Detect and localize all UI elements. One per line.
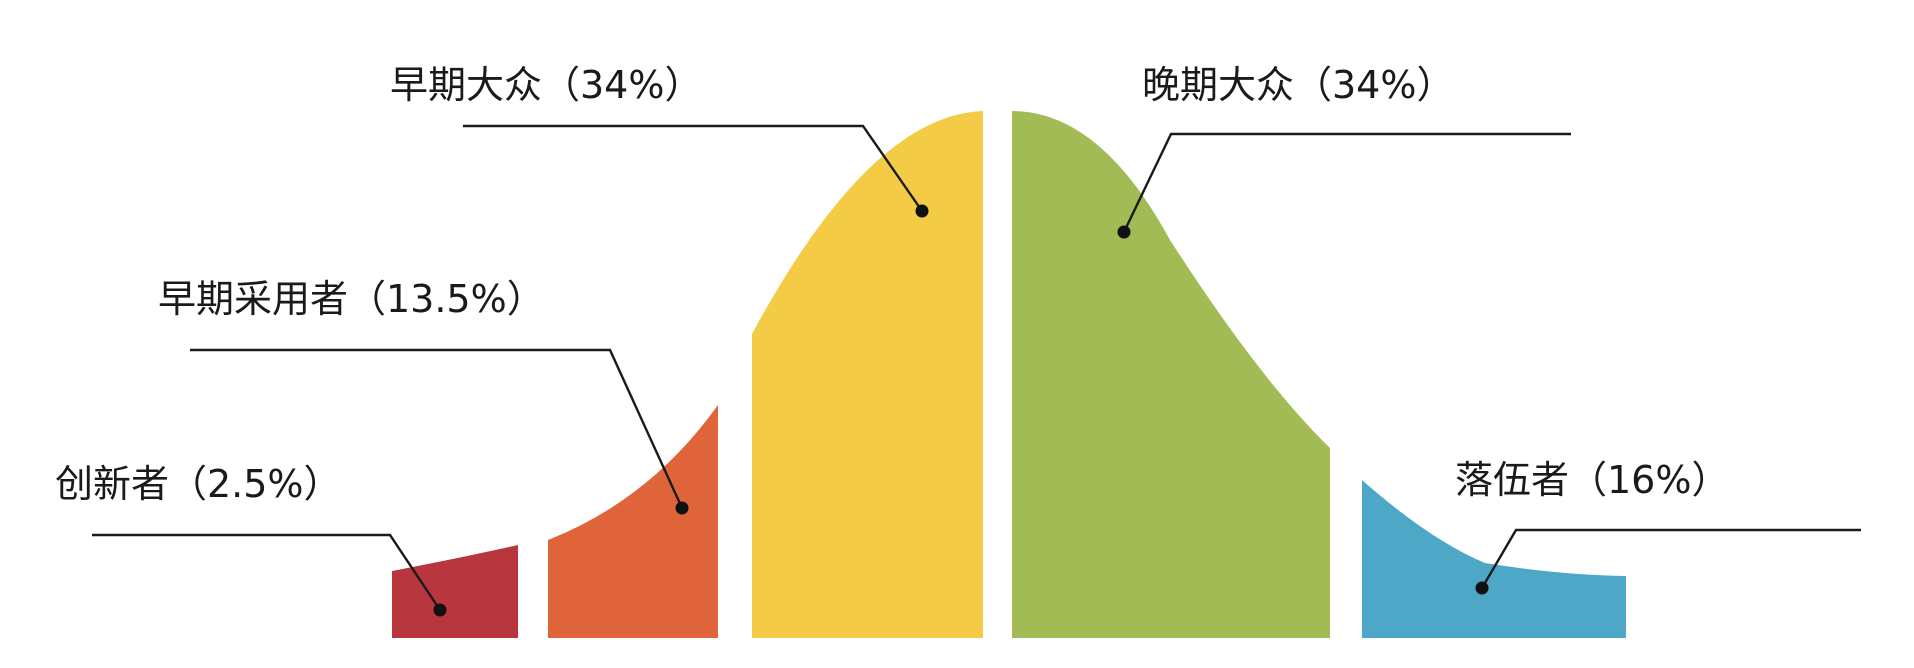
anchor-dot-early-adopters	[675, 501, 689, 515]
label-early-majority: 早期大众（34%）	[390, 63, 702, 107]
leader-line-late-majority	[1122, 132, 1571, 233]
segment-innovators	[392, 545, 518, 638]
label-laggards: 落伍者（16%）	[1455, 458, 1729, 502]
leader-line-laggards	[1480, 528, 1861, 589]
segment-laggards	[1362, 480, 1626, 638]
leader-line-innovators	[92, 533, 441, 611]
segment-early-majority	[752, 111, 983, 638]
label-early-adopters: 早期采用者（13.5%）	[158, 277, 545, 321]
segment-late-majority	[1012, 111, 1330, 638]
leader-line-early-majority	[463, 124, 923, 212]
segment-early-adopters	[548, 405, 718, 638]
anchor-dot-early-majority	[915, 204, 929, 218]
anchor-dot-late-majority	[1117, 225, 1131, 239]
anchor-dot-innovators	[433, 603, 447, 617]
label-late-majority: 晚期大众（34%）	[1142, 63, 1454, 107]
label-innovators: 创新者（2.5%）	[55, 462, 342, 506]
anchor-dot-laggards	[1475, 581, 1489, 595]
leader-line-early-adopters	[190, 348, 684, 509]
